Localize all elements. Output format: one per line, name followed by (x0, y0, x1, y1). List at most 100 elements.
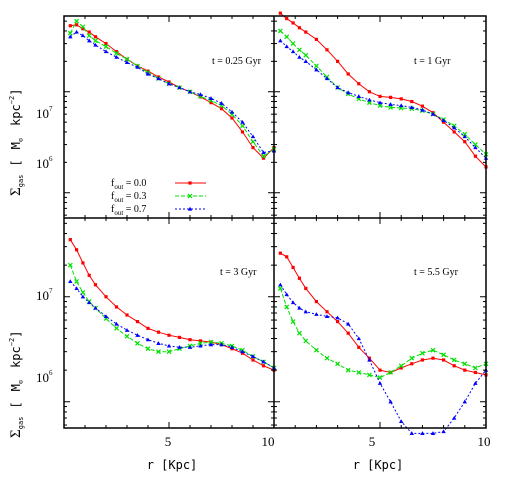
data-point-p0-s0-5 (104, 41, 108, 46)
data-point-p1-s0-19 (463, 140, 467, 144)
ticks-panel-2 (64, 218, 274, 428)
data-point-p3-s1-5 (313, 347, 319, 353)
y-tick-label-p1-1e6: 106 (36, 155, 53, 171)
data-point-p1-s1-12 (388, 104, 394, 110)
data-point-p3-s1-10 (366, 372, 372, 378)
data-point-p1-s0-12 (389, 95, 393, 99)
data-point-p1-s2-6 (324, 76, 330, 81)
data-point-p2-s2-19 (250, 354, 256, 359)
data-point-p3-s1-0 (277, 286, 283, 291)
data-point-p2-s1-7 (124, 333, 130, 339)
data-point-p3-s2-16 (430, 431, 436, 435)
data-point-p1-s1-1 (284, 34, 290, 40)
data-point-p1-s1-4 (303, 52, 309, 58)
panel-0 (67, 18, 277, 160)
data-point-p3-s0-11 (378, 368, 382, 372)
data-point-p2-s1-0 (67, 262, 73, 268)
data-point-p1-s2-10 (367, 97, 372, 102)
data-point-p1-s2-1 (284, 44, 289, 49)
data-point-p0-s0-16 (219, 107, 224, 111)
data-point-p2-s0-2 (81, 261, 85, 265)
data-point-p0-s0-6 (114, 49, 119, 54)
data-point-p1-s0-9 (357, 82, 361, 86)
data-point-p2-s2-15 (208, 342, 214, 347)
legend-marker-2 (187, 206, 193, 211)
data-point-p0-s1-2 (80, 24, 86, 30)
series-line-p0-s0 (70, 24, 275, 159)
legend: fout = 0.0 fout = 0.3 fout = 0.7 (111, 178, 206, 217)
x-tick-label-right-10: 10 (478, 434, 491, 449)
data-point-p2-s1-11 (166, 349, 172, 355)
data-point-p2-s2-1 (74, 286, 79, 291)
data-point-p1-s2-13 (399, 103, 404, 108)
data-point-p3-s2-2 (290, 300, 296, 305)
data-point-p1-s0-17 (442, 120, 446, 124)
data-point-p3-s2-1 (284, 292, 289, 297)
data-point-p1-s0-4 (304, 30, 308, 34)
data-point-p3-s1-17 (441, 352, 447, 358)
frame-border (63, 15, 487, 429)
data-point-p0-s0-17 (230, 116, 234, 120)
data-point-p3-s0-8 (346, 331, 350, 335)
x-tick-label-left-5: 5 (165, 434, 172, 449)
data-point-p0-s2-6 (114, 54, 119, 59)
ticks-panel-3 (274, 218, 486, 428)
data-point-p3-s2-11 (377, 381, 383, 385)
data-point-p0-s2-17 (229, 109, 235, 114)
data-point-p0-s0-9 (146, 69, 150, 73)
data-point-p2-s2-11 (166, 343, 172, 348)
data-point-p1-s2-14 (409, 105, 414, 109)
panel-1 (277, 11, 489, 169)
data-point-p1-s0-18 (452, 130, 456, 134)
data-point-p0-s1-3 (86, 33, 92, 38)
data-point-p0-s2-0 (68, 34, 73, 39)
panel-annotation-3: t = 5.5 Gyr (414, 267, 459, 278)
data-point-p1-s0-20 (473, 154, 477, 158)
legend-label-1: fout = 0.3 (111, 191, 146, 204)
y-tick-label-p3-1e6: 106 (36, 369, 53, 385)
data-point-p2-s2-14 (198, 343, 203, 348)
data-point-p3-s0-5 (314, 299, 318, 304)
data-point-p0-s0-18 (240, 130, 245, 134)
series-line-p2-s2 (69, 281, 275, 369)
legend-label-0: fout = 0.0 (111, 178, 146, 191)
data-point-p3-s0-16 (431, 356, 435, 360)
data-point-p2-s2-4 (93, 305, 98, 310)
data-point-p2-s2-8 (135, 333, 140, 337)
data-point-p2-s2-0 (68, 279, 73, 284)
data-point-p1-s0-7 (336, 59, 340, 63)
data-point-p2-s0-8 (135, 319, 140, 324)
data-point-p3-s0-15 (420, 358, 424, 362)
data-point-p1-s2-8 (346, 90, 351, 95)
data-point-p2-s2-9 (145, 337, 151, 342)
data-point-p2-s2-12 (177, 345, 182, 349)
data-point-p3-s1-19 (462, 361, 468, 367)
data-point-p3-s1-1 (284, 304, 290, 310)
data-point-p1-s2-17 (441, 118, 446, 123)
data-point-p2-s0-5 (104, 295, 108, 299)
panel-3 (277, 251, 489, 435)
data-point-p2-s0-13 (188, 338, 192, 342)
data-point-p0-s1-5 (103, 44, 109, 50)
data-point-p0-s1-4 (93, 38, 98, 44)
data-point-p3-s1-7 (335, 361, 341, 367)
data-point-p0-s2-2 (80, 33, 86, 38)
data-point-p3-s2-4 (303, 309, 308, 314)
data-point-p3-s2-3 (297, 305, 302, 310)
data-point-p0-s1-20 (261, 153, 266, 159)
data-point-p3-s2-15 (420, 431, 425, 435)
data-point-p2-s0-12 (177, 335, 182, 340)
data-point-p1-s0-8 (346, 72, 350, 76)
data-point-p1-s0-14 (410, 99, 414, 104)
data-point-p2-s0-14 (198, 339, 203, 343)
data-point-p1-s2-5 (314, 67, 319, 72)
data-point-p1-s0-0 (278, 11, 282, 15)
data-point-p1-s0-1 (285, 16, 289, 21)
data-point-p0-s2-18 (240, 119, 245, 124)
data-point-p2-s0-20 (261, 364, 266, 368)
data-point-p0-s2-16 (219, 101, 224, 105)
panels-group (67, 11, 489, 435)
data-point-p2-s2-2 (80, 294, 86, 299)
series-line-p1-s1 (280, 30, 487, 155)
